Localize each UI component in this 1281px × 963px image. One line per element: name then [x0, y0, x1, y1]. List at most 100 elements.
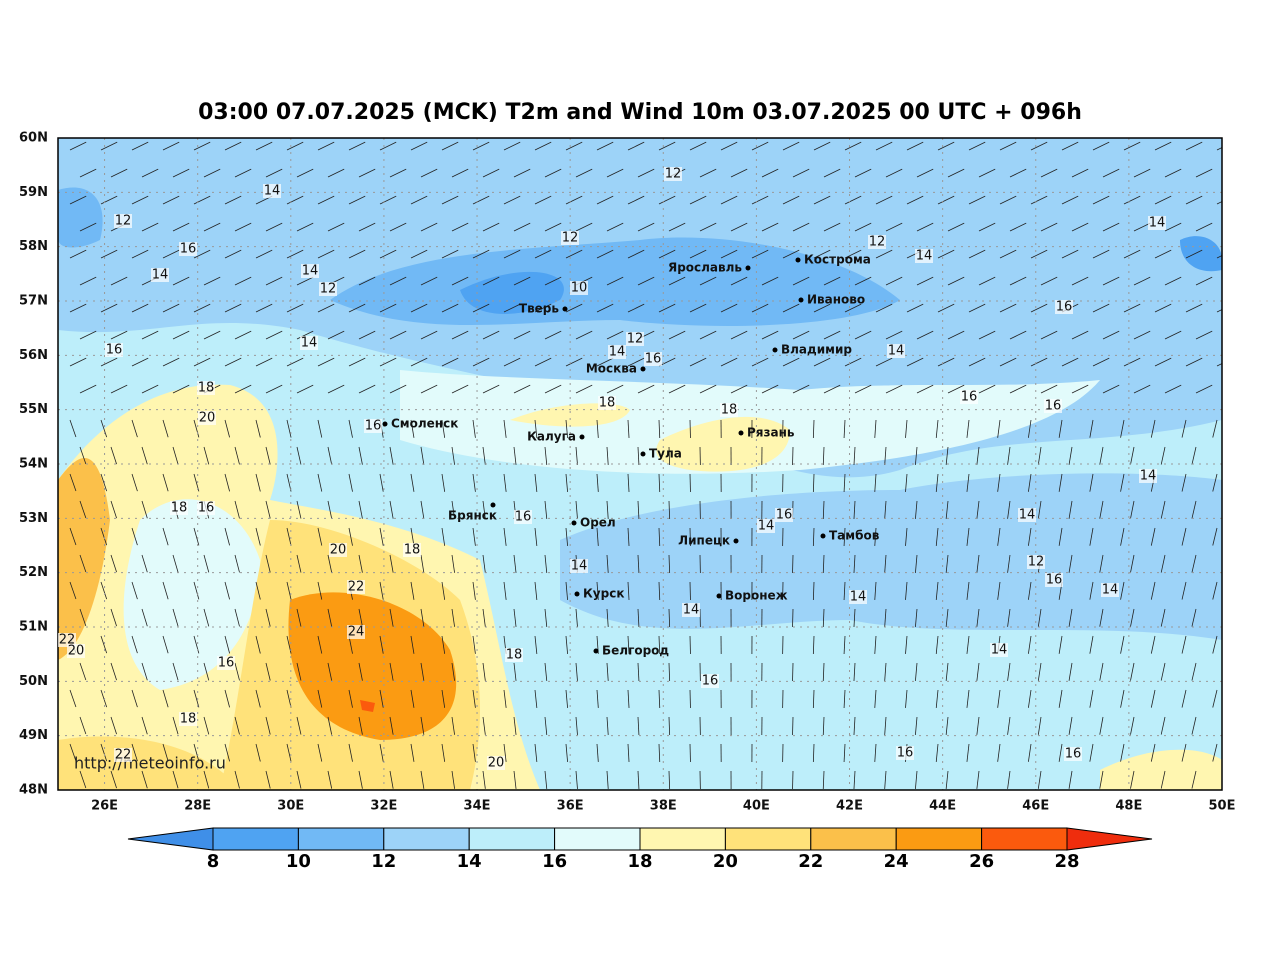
wind-barb	[162, 419, 169, 438]
wind-barb	[999, 303, 1017, 313]
wind-barb	[575, 384, 593, 394]
wind-barb	[534, 473, 538, 492]
wind-barb	[792, 384, 810, 394]
wind-barb	[730, 222, 748, 232]
contour-label-bg	[849, 590, 867, 604]
wind-barb	[947, 330, 965, 340]
lon-label: 46E	[1022, 799, 1049, 814]
wind-barb	[1164, 276, 1182, 286]
wind-barb	[885, 276, 903, 286]
wind-barb	[1058, 743, 1063, 762]
wind-barb	[905, 527, 908, 546]
colorbar-tick-label: 16	[542, 851, 567, 872]
wind-barb	[420, 384, 438, 394]
wind-barb	[565, 581, 568, 600]
wind-barb	[1092, 303, 1110, 313]
wind-barb	[503, 357, 521, 367]
wind-barb	[265, 608, 271, 627]
contour-label-bg	[319, 282, 337, 296]
wind-barb	[172, 168, 190, 178]
wind-barb	[1007, 446, 1011, 465]
wind-barb	[141, 608, 148, 627]
wind-barb	[968, 357, 986, 367]
wind-barb	[141, 330, 159, 340]
wind-barb	[193, 527, 200, 546]
wind-barb	[976, 446, 980, 465]
contour-label: 16	[702, 674, 719, 689]
wind-barb	[915, 446, 918, 465]
contour-label: 16	[897, 746, 914, 761]
wind-barb	[79, 770, 87, 789]
wind-barb	[544, 168, 562, 178]
lat-label: 51N	[19, 620, 48, 635]
wind-barb	[999, 195, 1017, 205]
wind-barb	[348, 357, 366, 367]
wind-barb	[884, 770, 887, 789]
wind-barb	[544, 500, 548, 519]
wind-barb	[937, 303, 955, 313]
wind-barb	[606, 716, 609, 735]
wind-barb	[627, 195, 645, 205]
wind-barb	[389, 770, 394, 789]
wind-barb	[966, 743, 970, 762]
wind-barb	[348, 743, 353, 762]
wind-barb	[234, 330, 252, 340]
wind-barb	[844, 141, 862, 151]
wind-barb	[854, 276, 872, 286]
wind-barb	[224, 473, 230, 492]
lon-label: 44E	[929, 799, 956, 814]
wind-barb	[997, 527, 1001, 546]
wind-barb	[1195, 330, 1213, 340]
wind-barb	[822, 662, 825, 682]
wind-barb	[658, 581, 661, 601]
wind-barb	[265, 554, 271, 573]
wind-barb	[1068, 608, 1073, 627]
contour-label-bg	[757, 519, 775, 533]
contour-label: 22	[59, 633, 76, 648]
wind-barb	[668, 222, 686, 232]
wind-barb	[513, 770, 517, 789]
wind-barb	[1154, 195, 1172, 205]
contour-label: 14	[1102, 583, 1119, 598]
colorbar-box	[554, 827, 641, 851]
wind-barb	[1160, 554, 1166, 573]
wind-barb	[1150, 527, 1156, 546]
lon-label: 32E	[370, 799, 397, 814]
colorbar-tick-label: 12	[371, 851, 396, 872]
wind-barb	[884, 446, 887, 465]
wind-barb	[884, 608, 887, 627]
wind-barb	[296, 716, 302, 735]
wind-barb	[575, 168, 593, 178]
city-dot	[574, 591, 580, 597]
colorbar-box	[981, 827, 1068, 851]
wind-barb	[141, 716, 148, 735]
wind-barb	[606, 554, 609, 573]
contour-label-bg	[1101, 583, 1119, 597]
wind-barb	[812, 635, 815, 655]
wind-barb	[1191, 500, 1197, 519]
lon-label: 50E	[1209, 799, 1236, 814]
wind-barb	[203, 608, 210, 627]
wind-barb	[668, 662, 671, 682]
wind-barb	[172, 770, 179, 789]
wind-barb	[658, 473, 661, 493]
wind-barb	[1071, 384, 1089, 394]
wind-barb	[1061, 195, 1079, 205]
wind-barb	[534, 581, 538, 600]
wind-barb	[162, 141, 180, 151]
wind-barb	[472, 689, 476, 708]
wind-barb	[110, 608, 117, 627]
wind-barb	[79, 716, 87, 735]
wind-barb	[1089, 689, 1094, 708]
wind-barb	[1123, 249, 1141, 259]
wind-barb	[1216, 147, 1222, 151]
wind-barb	[916, 222, 934, 232]
wind-barb	[658, 689, 661, 709]
contour-label: 20	[488, 756, 505, 771]
wind-barb	[482, 222, 500, 232]
wind-barb	[1130, 554, 1135, 573]
wind-barb	[843, 581, 846, 600]
wind-barb	[1071, 276, 1089, 286]
wind-barb	[503, 419, 507, 438]
wind-barb	[100, 635, 108, 654]
